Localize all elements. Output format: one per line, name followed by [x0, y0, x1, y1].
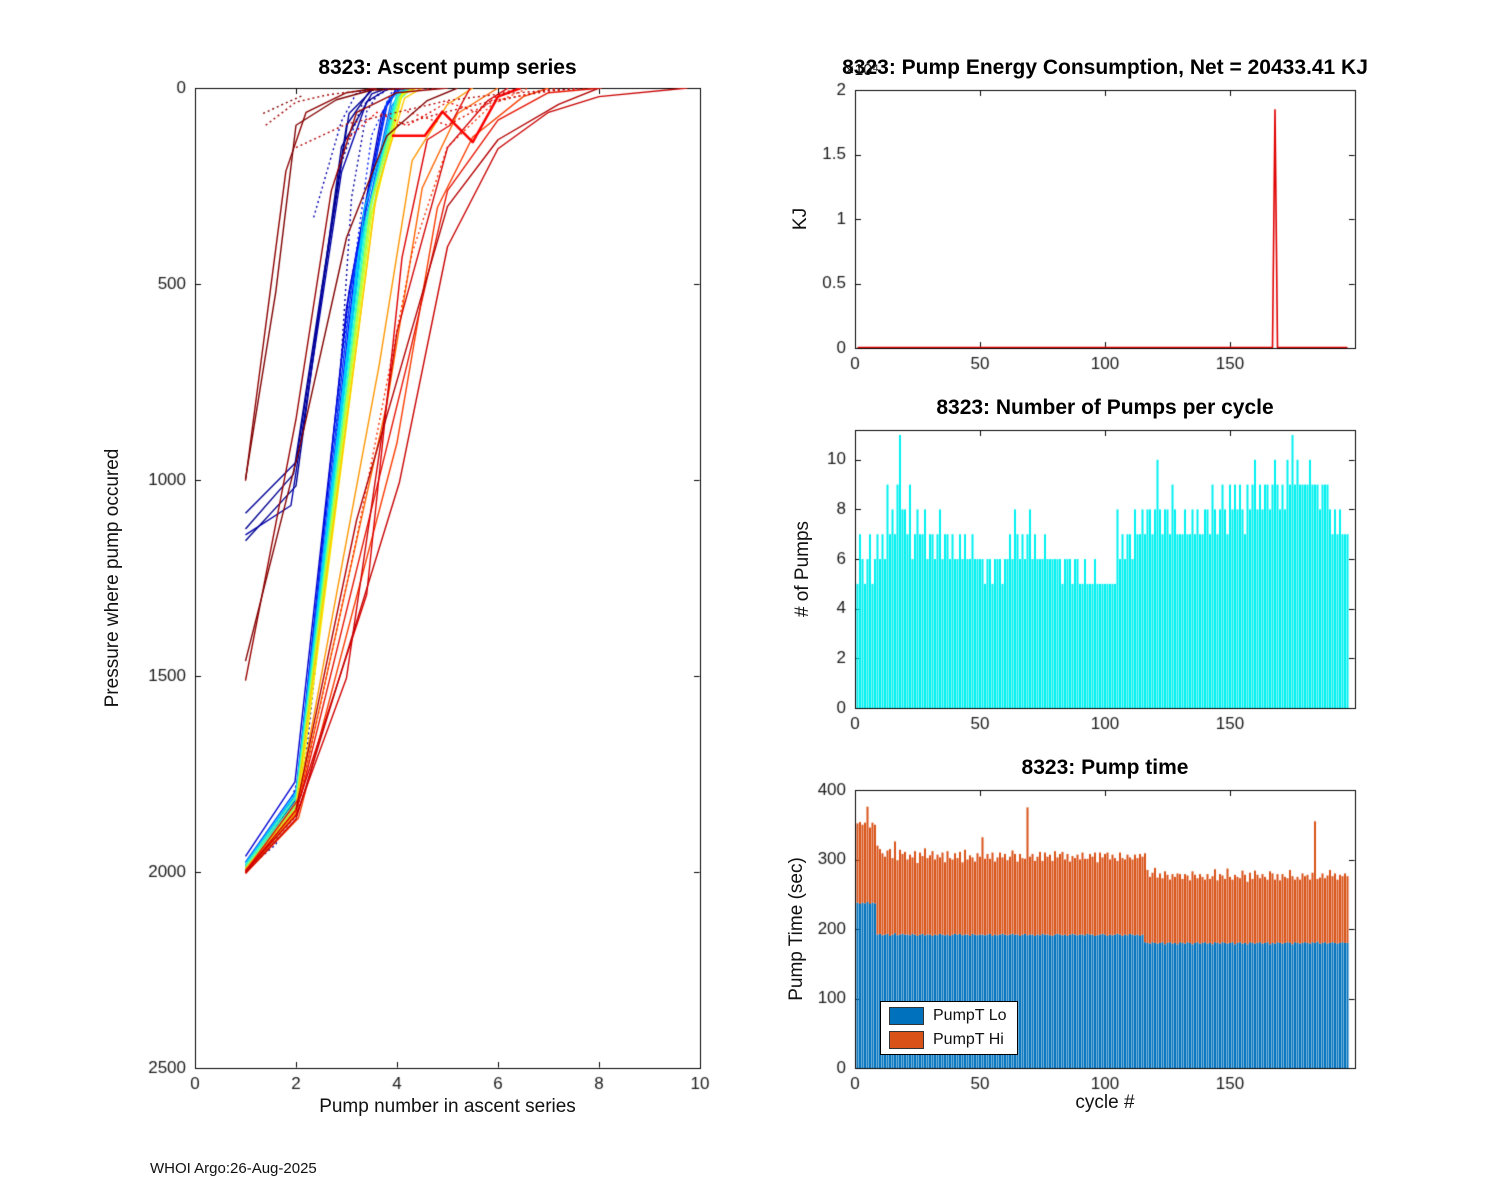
legend-label-pumpt-hi: PumpT Hi: [933, 1031, 1004, 1048]
legend-item-pumpt-hi: PumpT Hi: [889, 1031, 1007, 1049]
pumps-y-axis-label: # of Pumps: [792, 520, 813, 618]
ascent-x-axis-label: Pump number in ascent series: [319, 1096, 576, 1117]
ascent-chart-title: 8323: Ascent pump series: [318, 56, 577, 79]
legend-swatch-pumpt-hi: [889, 1031, 924, 1049]
ascent-y-axis-label: Pressure where pump occured: [102, 448, 123, 708]
legend-item-pumpt-lo: PumpT Lo: [889, 1007, 1007, 1025]
pump-time-chart-title: 8323: Pump time: [1021, 756, 1189, 779]
pump-time-y-axis-label: Pump Time (sec): [786, 857, 807, 1001]
pump-time-legend: PumpT Lo PumpT Hi: [880, 1001, 1018, 1055]
energy-axis-exponent: ×10⁴: [845, 62, 880, 79]
pump-energy-chart-title: 8323: Pump Energy Consumption, Net = 204…: [842, 56, 1368, 79]
pump-time-x-axis-label: cycle #: [1075, 1092, 1135, 1113]
pump-energy-canvas: [780, 80, 1420, 400]
pumps-per-cycle-chart-title: 8323: Number of Pumps per cycle: [936, 396, 1274, 419]
energy-y-axis-label: KJ: [790, 207, 811, 231]
legend-label-pumpt-lo: PumpT Lo: [933, 1007, 1007, 1024]
footer-timestamp: WHOI Argo:26-Aug-2025: [150, 1160, 317, 1177]
pump-time-canvas: [780, 780, 1420, 1100]
pumps-per-cycle-canvas: [780, 420, 1420, 740]
legend-swatch-pumpt-lo: [889, 1007, 924, 1025]
ascent-pump-canvas: [125, 80, 725, 1120]
